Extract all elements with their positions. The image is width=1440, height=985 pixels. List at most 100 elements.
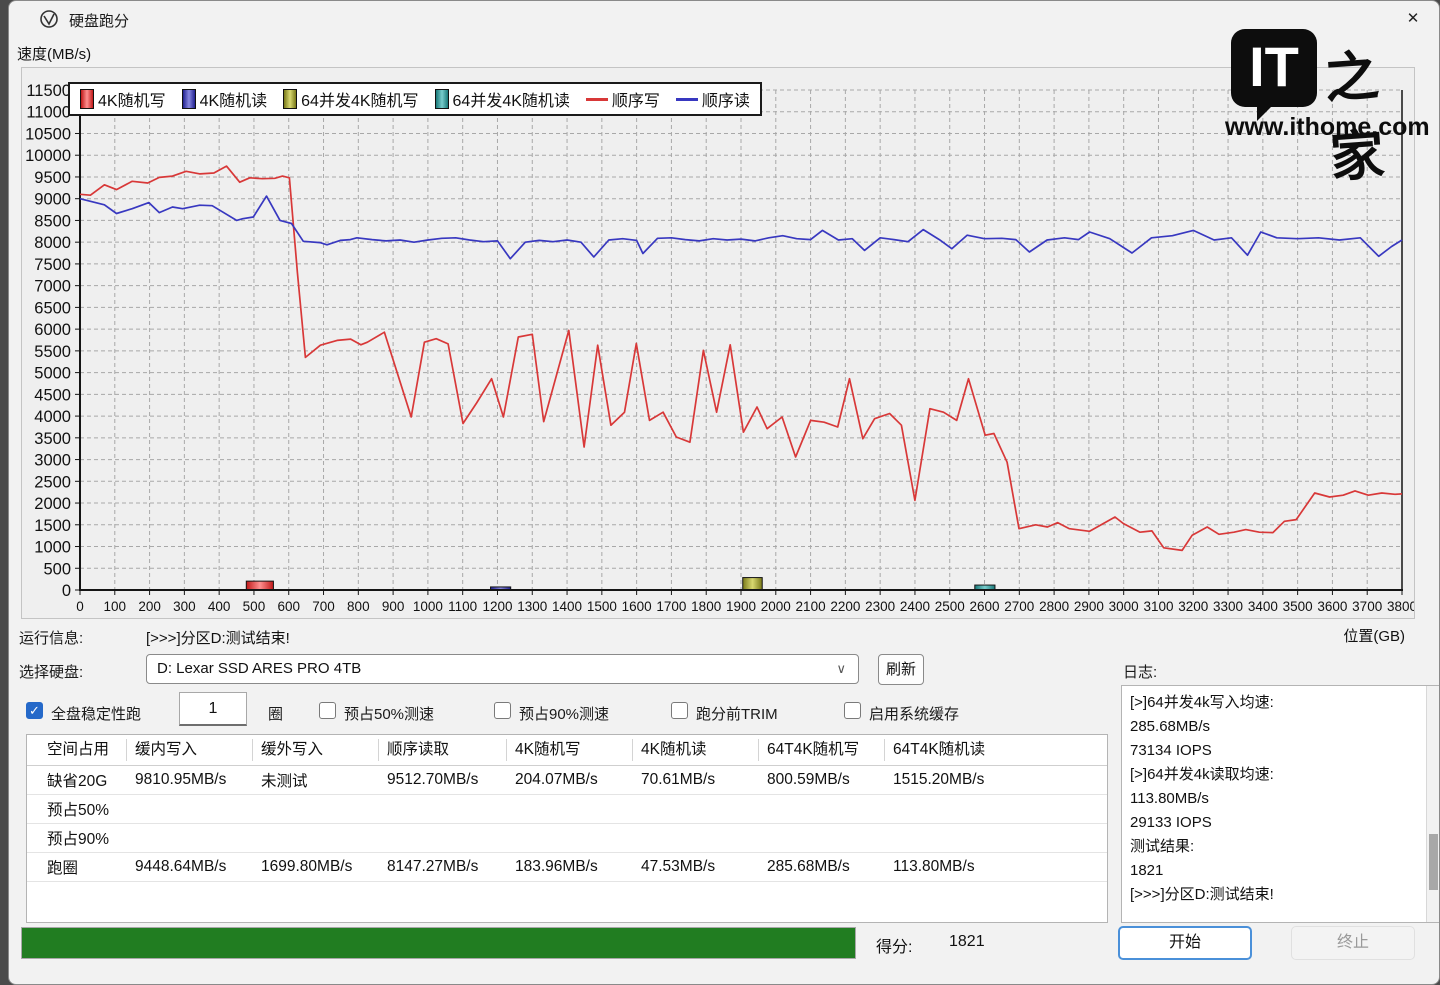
legend-item: 顺序写 bbox=[585, 87, 660, 111]
table-row: 缺省20G 9810.95MB/s 未测试 9512.70MB/s 204.07MB/s… bbox=[27, 766, 1107, 795]
svg-text:11500: 11500 bbox=[26, 82, 71, 100]
svg-text:600: 600 bbox=[277, 599, 300, 614]
svg-text:1500: 1500 bbox=[34, 517, 71, 535]
loops-input[interactable]: 1 bbox=[179, 692, 247, 726]
svg-text:1700: 1700 bbox=[656, 599, 686, 614]
svg-text:3100: 3100 bbox=[1143, 599, 1173, 614]
stability-label: 全盘稳定性跑 bbox=[51, 706, 142, 723]
svg-text:500: 500 bbox=[243, 599, 266, 614]
option-checkbox[interactable] bbox=[494, 702, 511, 719]
table-header-cell: 顺序读取 bbox=[387, 739, 507, 761]
option-label: 跑分前TRIM bbox=[696, 706, 778, 723]
loops-unit-label: 圈 bbox=[268, 706, 284, 723]
svg-text:2600: 2600 bbox=[970, 599, 1000, 614]
table-header-row: 空间占用 缓内写入 缓外写入 顺序读取 4K随机写 4K随机读 64T4K随机写 64T4K随… bbox=[27, 735, 1107, 766]
svg-text:0: 0 bbox=[62, 582, 71, 600]
svg-text:11000: 11000 bbox=[26, 104, 71, 122]
app-window: 硬盘跑分 ✕ 速度(MB/s) 位置(GB) 0 100 200 300 400 500 6… bbox=[8, 0, 1440, 985]
svg-text:4000: 4000 bbox=[34, 408, 71, 426]
results-table: 空间占用 缓内写入 缓外写入 顺序读取 4K随机写 4K随机读 64T4K随机写 64T4K随… bbox=[26, 734, 1108, 923]
log-scrollbar-thumb[interactable] bbox=[1429, 834, 1438, 890]
svg-text:300: 300 bbox=[173, 599, 196, 614]
disk-select[interactable]: D: Lexar SSD ARES PRO 4TB ∨ bbox=[146, 654, 859, 684]
svg-text:6000: 6000 bbox=[34, 321, 71, 339]
table-cell: 9448.64MB/s bbox=[135, 858, 227, 875]
svg-text:3300: 3300 bbox=[1213, 599, 1243, 614]
svg-text:3000: 3000 bbox=[1109, 599, 1139, 614]
stability-checkbox[interactable]: ✓ bbox=[26, 702, 43, 719]
legend-item: 64并发4K随机读 bbox=[434, 87, 570, 111]
svg-text:2300: 2300 bbox=[865, 599, 895, 614]
svg-text:1800: 1800 bbox=[691, 599, 721, 614]
table-row: 预占90% bbox=[27, 824, 1107, 853]
log-line: 测试结果: bbox=[1130, 838, 1195, 855]
table-cell: 47.53MB/s bbox=[641, 858, 716, 875]
svg-text:1000: 1000 bbox=[413, 599, 443, 614]
ithome-logo: IT 之家 www.ithome.com bbox=[1223, 27, 1433, 190]
option-checkbox[interactable] bbox=[671, 702, 688, 719]
table-cell: 1515.20MB/s bbox=[893, 771, 985, 788]
svg-text:2500: 2500 bbox=[935, 599, 965, 614]
score-value: 1821 bbox=[949, 933, 985, 950]
log-line: 113.80MB/s bbox=[1130, 790, 1209, 807]
svg-text:8000: 8000 bbox=[34, 234, 71, 252]
svg-text:2800: 2800 bbox=[1039, 599, 1069, 614]
position-axis-label: 位置(GB) bbox=[1343, 628, 1405, 645]
table-cell: 70.61MB/s bbox=[641, 771, 716, 788]
table-cell: 183.96MB/s bbox=[515, 858, 598, 875]
svg-text:200: 200 bbox=[138, 599, 161, 614]
stop-button[interactable]: 终止 bbox=[1291, 926, 1415, 960]
logo-zhijia-text: 之家 bbox=[1322, 42, 1389, 190]
svg-text:100: 100 bbox=[104, 599, 127, 614]
legend-label: 4K随机写 bbox=[98, 93, 166, 110]
svg-text:2000: 2000 bbox=[761, 599, 791, 614]
svg-text:1400: 1400 bbox=[552, 599, 582, 614]
svg-text:400: 400 bbox=[208, 599, 231, 614]
svg-text:5000: 5000 bbox=[34, 365, 71, 383]
option-label: 预占50%测速 bbox=[344, 706, 435, 723]
window-title: 硬盘跑分 bbox=[69, 13, 130, 30]
table-cell: 285.68MB/s bbox=[767, 858, 850, 875]
logo-bubble-tail bbox=[1257, 105, 1273, 121]
svg-text:500: 500 bbox=[43, 560, 71, 578]
option-checkbox[interactable] bbox=[319, 702, 336, 719]
svg-text:9000: 9000 bbox=[34, 191, 71, 209]
legend-item: 4K随机读 bbox=[181, 87, 267, 111]
svg-text:10500: 10500 bbox=[25, 125, 71, 143]
svg-text:1100: 1100 bbox=[448, 599, 477, 614]
table-header-cell: 4K随机写 bbox=[515, 739, 633, 761]
svg-text:0: 0 bbox=[76, 599, 84, 614]
start-button[interactable]: 开始 bbox=[1118, 926, 1252, 960]
svg-text:1000: 1000 bbox=[34, 539, 71, 557]
title-bar: 硬盘跑分 ✕ bbox=[9, 1, 1439, 37]
svg-text:7500: 7500 bbox=[34, 256, 71, 274]
y-tick-labels: 0 500 1000 1500 2000 2500 3000 3500 4000 4500 5000… bbox=[25, 82, 80, 600]
table-header-cell: 64T4K随机写 bbox=[767, 739, 885, 761]
disk-select-label: 选择硬盘: bbox=[19, 664, 84, 681]
svg-text:10000: 10000 bbox=[25, 147, 71, 165]
result-bar bbox=[245, 580, 274, 591]
close-icon[interactable]: ✕ bbox=[1406, 10, 1420, 27]
svg-text:1300: 1300 bbox=[517, 599, 547, 614]
svg-text:3700: 3700 bbox=[1352, 599, 1382, 614]
option-checkbox[interactable] bbox=[844, 702, 861, 719]
legend-item: 64并发4K随机写 bbox=[283, 87, 419, 111]
log-scrollbar[interactable] bbox=[1426, 686, 1439, 922]
log-line: 73134 IOPS bbox=[1130, 742, 1212, 759]
log-line: 285.68MB/s bbox=[1130, 718, 1211, 735]
table-header-cell: 缓外写入 bbox=[261, 739, 379, 761]
refresh-button[interactable]: 刷新 bbox=[878, 654, 924, 685]
log-box: [>]64并发4k写入均速: 285.68MB/s 73134 IOPS [>]64并… bbox=[1121, 685, 1439, 923]
progress-fill bbox=[22, 928, 855, 958]
svg-text:2100: 2100 bbox=[796, 599, 826, 614]
result-bar bbox=[742, 577, 763, 591]
legend-item: 顺序读 bbox=[675, 87, 750, 111]
table-header-cell: 64T4K随机读 bbox=[893, 741, 986, 758]
table-cell: 1699.80MB/s bbox=[261, 858, 353, 875]
legend-label: 64并发4K随机写 bbox=[301, 93, 419, 110]
app-icon bbox=[40, 10, 58, 28]
table-row: 预占50% bbox=[27, 795, 1107, 824]
table-cell: 8147.27MB/s bbox=[387, 858, 479, 875]
svg-text:4500: 4500 bbox=[34, 386, 71, 404]
svg-text:1200: 1200 bbox=[482, 599, 512, 614]
